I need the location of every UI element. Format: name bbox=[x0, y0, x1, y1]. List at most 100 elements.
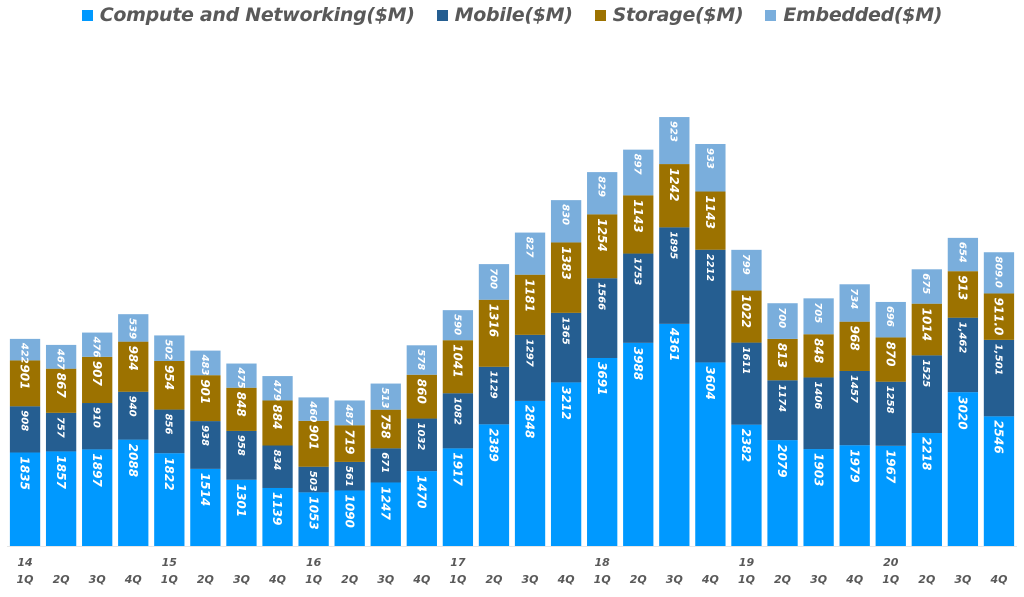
data-label: 1857 bbox=[54, 455, 68, 489]
x-tick-year-label: 18 bbox=[595, 556, 611, 569]
bar-segment bbox=[587, 172, 618, 215]
data-label: 734 bbox=[848, 288, 859, 309]
data-label: 829 bbox=[596, 176, 607, 197]
bar-segment bbox=[478, 424, 510, 546]
data-label: 910 bbox=[91, 407, 102, 428]
data-label: 856 bbox=[163, 414, 174, 435]
data-label: 1242 bbox=[667, 168, 681, 201]
data-label: 1611 bbox=[740, 347, 751, 375]
bar-segment bbox=[587, 278, 618, 358]
x-tick-label: 4Q bbox=[412, 573, 430, 586]
data-label: 705 bbox=[812, 302, 823, 323]
data-label: 1365 bbox=[560, 317, 571, 345]
data-label: 901 bbox=[18, 364, 32, 389]
bar-segment bbox=[190, 375, 221, 422]
bar-segment bbox=[370, 383, 401, 410]
data-label: 758 bbox=[378, 414, 392, 439]
data-label: 3212 bbox=[559, 386, 573, 419]
bar-segment bbox=[478, 366, 510, 425]
bar-segment bbox=[9, 452, 41, 546]
bar-segment bbox=[154, 335, 185, 361]
bar-segment bbox=[514, 334, 546, 401]
data-label: 901 bbox=[198, 379, 212, 404]
x-tick-label: 2Q bbox=[630, 573, 647, 586]
legend-label: Mobile($M) bbox=[454, 4, 573, 26]
x-tick-label: 2Q bbox=[774, 573, 791, 586]
data-label: 1254 bbox=[595, 218, 609, 251]
bar-segment bbox=[623, 342, 654, 546]
bar-segment bbox=[911, 355, 942, 434]
data-label: 654 bbox=[956, 242, 967, 263]
data-label: 1903 bbox=[811, 453, 825, 486]
bar-segment bbox=[983, 293, 1015, 340]
bar-segment bbox=[911, 269, 942, 304]
bar-segment bbox=[118, 314, 149, 342]
bar-segment bbox=[118, 391, 149, 440]
data-label: 513 bbox=[379, 388, 390, 409]
bar-segment bbox=[154, 409, 185, 454]
x-tick-label: 4Q bbox=[989, 573, 1007, 586]
bar-segment bbox=[731, 424, 762, 546]
data-label: 2212 bbox=[704, 254, 715, 282]
bar-segment bbox=[370, 482, 401, 546]
x-tick-label: 1Q bbox=[17, 573, 34, 586]
data-label: 870 bbox=[883, 341, 897, 366]
data-label: 2389 bbox=[487, 428, 501, 461]
bar-segment bbox=[334, 461, 365, 491]
x-tick-label: 1Q bbox=[594, 573, 611, 586]
bar-segment bbox=[45, 368, 77, 413]
bar-segment bbox=[875, 381, 906, 446]
data-label: 1,462 bbox=[956, 322, 967, 354]
data-label: 830 bbox=[560, 204, 571, 225]
data-label: 1470 bbox=[415, 475, 429, 508]
data-label: 700 bbox=[487, 268, 498, 289]
bar-segment bbox=[803, 298, 834, 335]
data-label: 561 bbox=[343, 466, 354, 487]
data-label: 1316 bbox=[487, 304, 501, 337]
bar-segment bbox=[659, 323, 690, 546]
data-label: 1822 bbox=[162, 457, 176, 490]
data-label: 671 bbox=[379, 452, 390, 473]
bar-segment bbox=[623, 195, 654, 254]
data-label: 1525 bbox=[920, 359, 931, 387]
x-tick-year-label: 14 bbox=[17, 556, 32, 569]
x-tick-year-label: 17 bbox=[450, 556, 466, 569]
data-label: 476 bbox=[91, 336, 102, 358]
bar-segment bbox=[767, 303, 798, 339]
data-label: 968 bbox=[847, 326, 861, 351]
bar-segment bbox=[406, 471, 437, 546]
data-label: 1082 bbox=[451, 397, 462, 425]
legend-item: Mobile($M) bbox=[436, 4, 573, 26]
data-label: 1014 bbox=[920, 308, 934, 341]
x-tick-label: 2Q bbox=[918, 573, 935, 586]
data-label: 1917 bbox=[451, 452, 465, 486]
data-label: 958 bbox=[235, 435, 246, 456]
bar-segment bbox=[262, 445, 293, 488]
data-label: 487 bbox=[343, 403, 354, 425]
bar-segment bbox=[947, 237, 979, 272]
data-label: 757 bbox=[55, 417, 66, 438]
data-label: 1297 bbox=[523, 339, 534, 367]
data-label: 1895 bbox=[668, 231, 679, 259]
bar-segment bbox=[478, 264, 510, 300]
bar-segment bbox=[298, 492, 329, 546]
data-label: 938 bbox=[199, 425, 210, 446]
bar-segment bbox=[839, 445, 870, 546]
data-label: 1753 bbox=[632, 258, 643, 286]
bar-segment bbox=[262, 376, 293, 401]
data-label: 984 bbox=[126, 346, 140, 371]
data-label: 1129 bbox=[487, 371, 498, 399]
data-label: 3691 bbox=[595, 362, 609, 395]
bar-segment bbox=[550, 312, 582, 383]
bar-segment bbox=[45, 451, 77, 546]
bar-segment bbox=[911, 433, 942, 546]
bar-segment bbox=[983, 339, 1015, 417]
x-tick-label: 3Q bbox=[233, 573, 250, 586]
bar-segment bbox=[154, 360, 185, 410]
bar-segment bbox=[731, 249, 762, 291]
data-label: 1967 bbox=[883, 450, 897, 484]
bar-segment bbox=[370, 409, 401, 449]
bar-segment bbox=[767, 440, 798, 546]
bar-segment bbox=[298, 397, 329, 421]
data-label: 923 bbox=[668, 121, 679, 142]
